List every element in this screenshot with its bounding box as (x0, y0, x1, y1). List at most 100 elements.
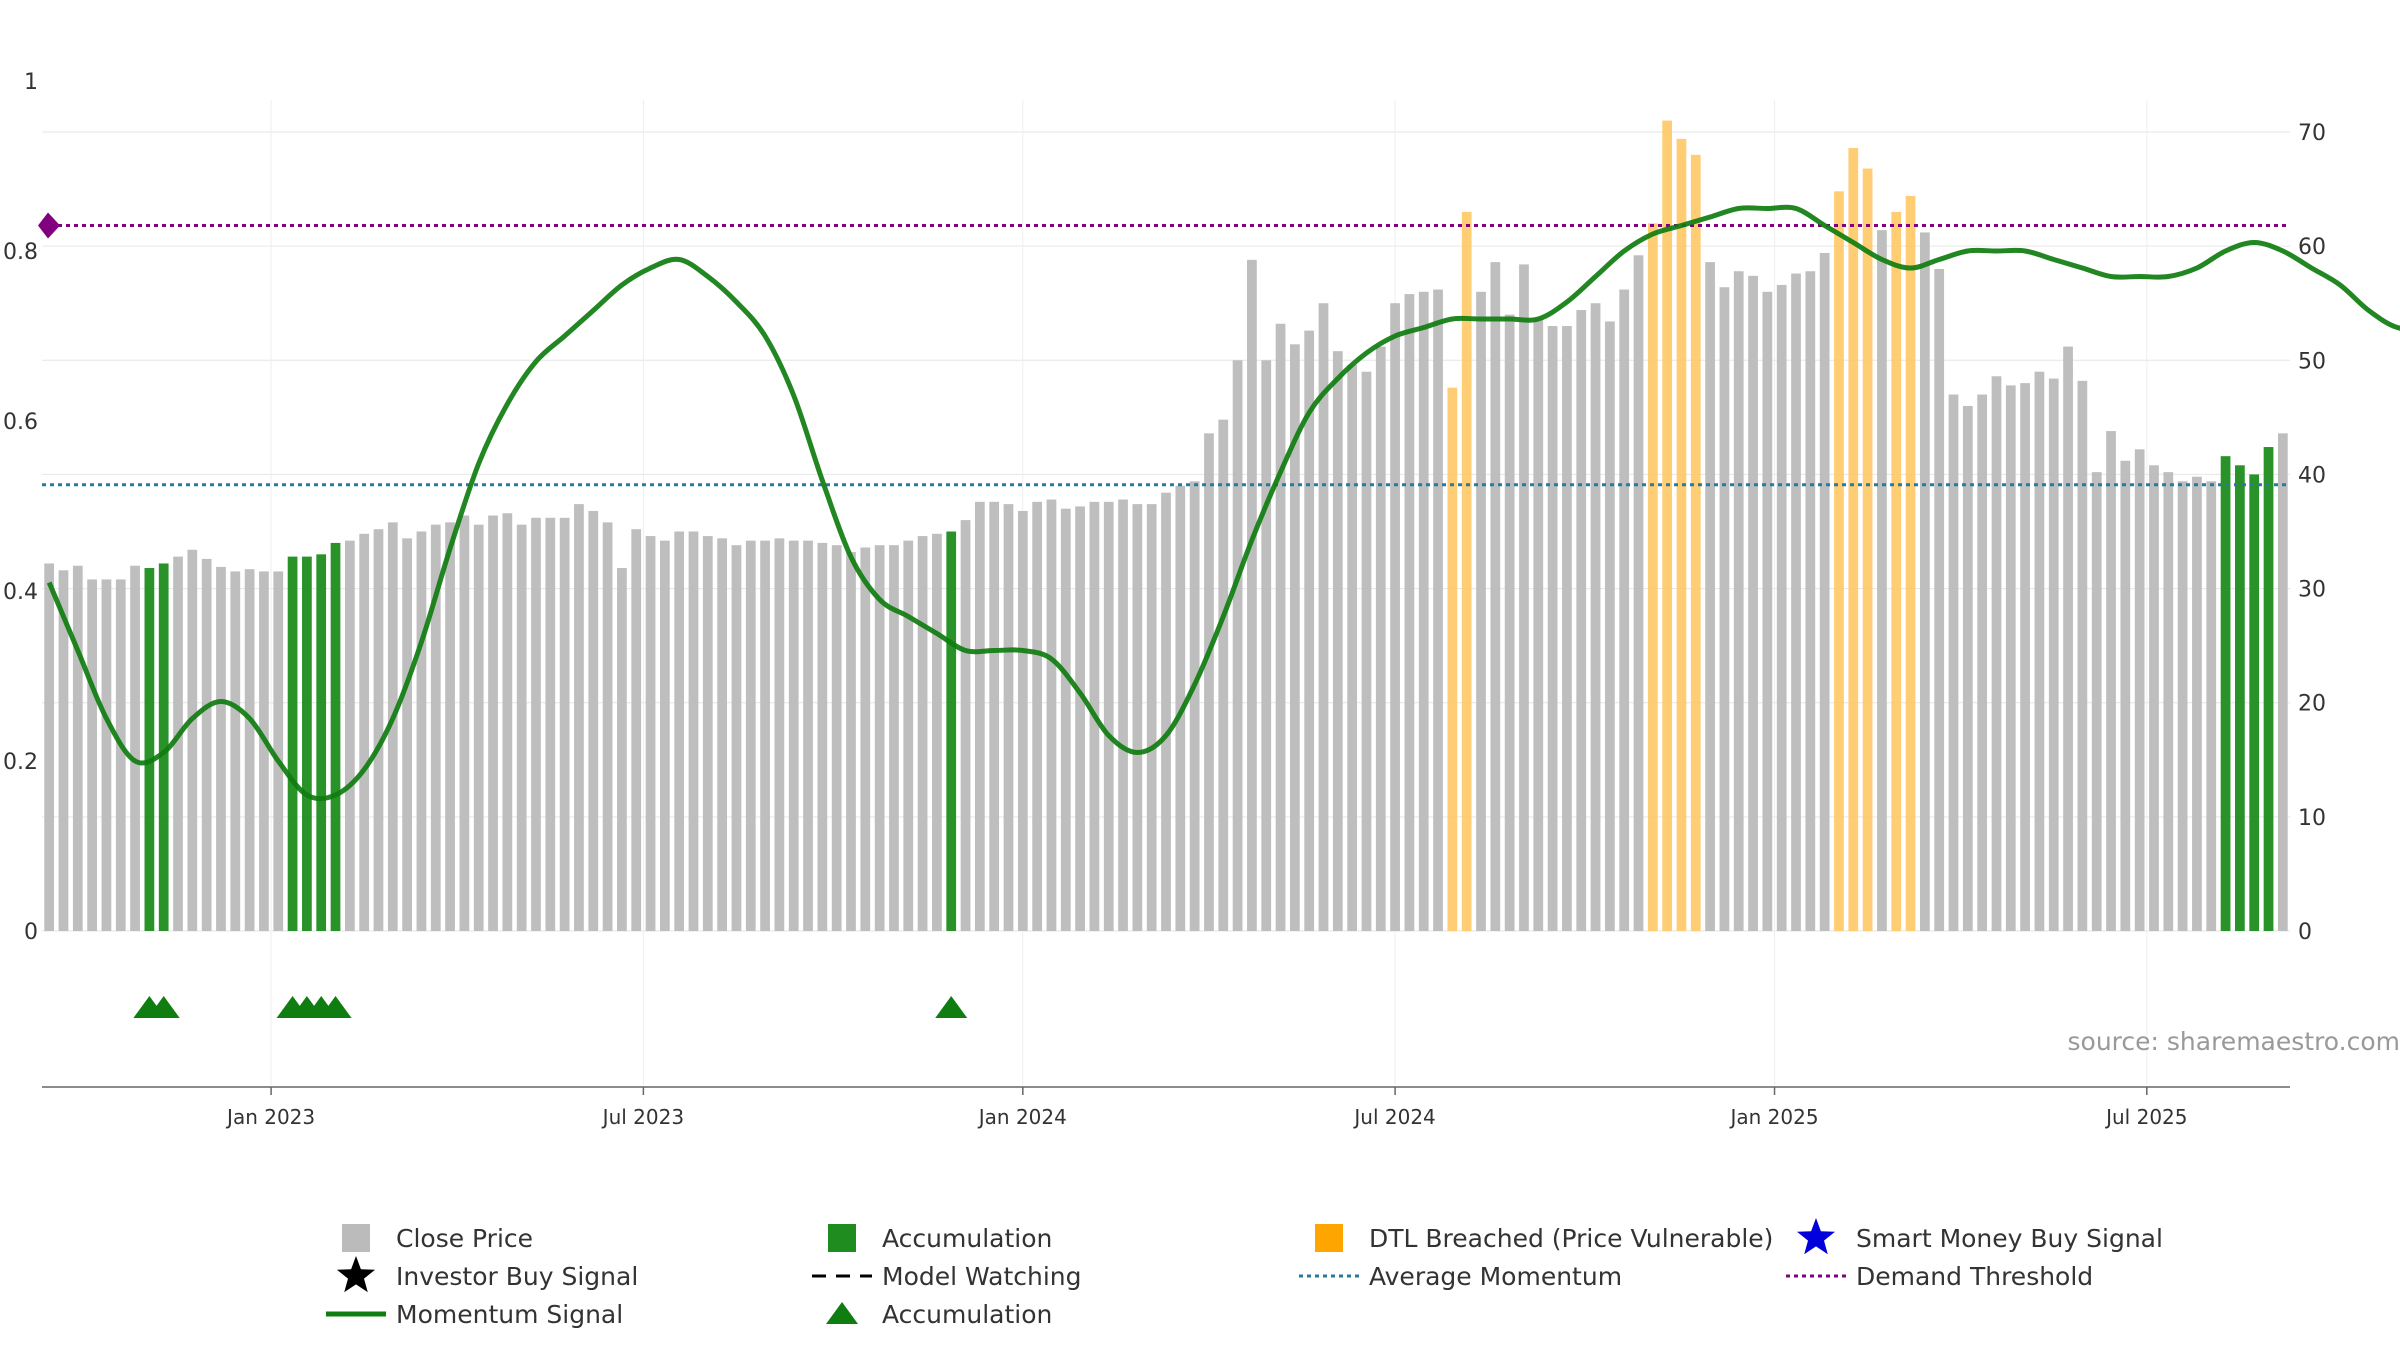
close-price-bar (2177, 481, 2188, 931)
demand-threshold-marker (38, 212, 60, 239)
y-left-tick-label: 0 (24, 920, 38, 945)
close-price-bar (1490, 262, 1501, 931)
legend-label: Close Price (396, 1224, 533, 1253)
close-price-bar (2005, 385, 2016, 931)
close-price-bar (2206, 481, 2217, 931)
legend-item: Close Price (342, 1224, 533, 1253)
close-price-bar (273, 571, 284, 931)
close-price-bar (2134, 449, 2145, 931)
close-price-bar (731, 545, 742, 931)
close-price-bar (1247, 259, 1257, 932)
close-price-bar (259, 571, 269, 931)
x-tick-label: Jul 2025 (2104, 1105, 2187, 1129)
close-price-bar (1776, 284, 1787, 931)
close-price-bar (1562, 326, 1572, 931)
dtl-breached-bar (1447, 387, 1458, 931)
accumulation-bar (330, 542, 341, 931)
close-price-bar (2091, 472, 2102, 931)
close-price-bar (2163, 472, 2174, 931)
close-price-bar (1390, 303, 1400, 931)
y-left-tick-label: 0.4 (3, 580, 38, 605)
close-price-bar (1762, 291, 1773, 931)
y-right-tick-label: 70 (2298, 121, 2326, 146)
close-price-bar (1361, 371, 1372, 931)
close-price-bar (531, 517, 541, 931)
close-price-bar (1232, 360, 1243, 931)
close-price-bar (502, 513, 513, 931)
dtl-breached-bar (1662, 120, 1673, 932)
momentum-signal-path (46, 204, 2400, 802)
accumulation-bar (144, 568, 155, 931)
close-price-bars (44, 120, 2288, 932)
close-price-bar (717, 538, 727, 931)
close-price-bar (774, 538, 785, 931)
close-price-bar (932, 533, 942, 931)
close-price-bar (1977, 394, 1988, 931)
accumulation-triangle (147, 996, 180, 1018)
close-price-bar (1332, 351, 1343, 931)
y-right-tick-label: 20 (2298, 692, 2326, 717)
close-price-bar (1218, 419, 1229, 931)
legend-star-icon (337, 1256, 375, 1293)
x-tick-label: Jul 2023 (601, 1105, 684, 1129)
close-price-bar (659, 540, 670, 931)
close-price-bar (173, 556, 183, 931)
close-price-bar (574, 504, 584, 931)
accumulation-triangle (319, 996, 352, 1018)
close-price-bar (216, 566, 226, 931)
close-price-bar (846, 552, 856, 931)
dtl-breached-bar (1676, 138, 1687, 931)
close-price-bar (1547, 326, 1558, 931)
close-price-bar (903, 540, 914, 931)
legend-item: Momentum Signal (326, 1300, 623, 1329)
close-price-bar (1289, 344, 1300, 931)
x-tick-label: Jul 2024 (1352, 1105, 1435, 1129)
close-price-bar (1476, 291, 1486, 931)
close-price-bar (445, 522, 455, 931)
close-price-bar (2034, 371, 2045, 931)
close-price-bar (1633, 255, 1644, 931)
close-price-bar (860, 547, 871, 931)
close-price-bar (115, 579, 126, 931)
dtl-breached-bar (1461, 211, 1472, 931)
close-price-bar (917, 536, 928, 931)
close-price-bar (974, 501, 985, 931)
close-price-bar (1748, 275, 1758, 931)
close-price-bar (559, 517, 570, 931)
accumulation-bar (946, 531, 957, 931)
close-price-bar (688, 531, 699, 931)
close-price-bar (1433, 289, 1443, 931)
legend-item: Smart Money Buy Signal (1797, 1218, 2163, 1255)
close-price-bar (1304, 330, 1315, 931)
close-price-bar (602, 522, 613, 931)
legend-label: Model Watching (882, 1262, 1082, 1291)
close-price-bar (1533, 319, 1544, 931)
tick-labels: Jan 2023 Jul 2023 Jan 2024 Jul 2024 Jan 2025… (3, 70, 2326, 1129)
close-price-bar (889, 545, 899, 931)
y-right-tick-label: 10 (2298, 806, 2326, 831)
close-price-bar (244, 569, 255, 931)
legend-item: DTL Breached (Price Vulnerable) (1315, 1224, 1773, 1253)
close-price-bar (1103, 501, 1114, 931)
legend-triangle-icon (826, 1302, 858, 1324)
legend-square-icon (828, 1224, 856, 1252)
legend-item: Demand Threshold (1786, 1262, 2093, 1291)
close-price-bar (58, 570, 69, 931)
dtl-breached-bar (1891, 211, 1902, 931)
close-price-bar (1189, 481, 1200, 931)
close-price-bar (516, 524, 527, 931)
close-price-bar (2120, 460, 2131, 931)
accumulation-bar (158, 563, 169, 931)
legend-label: Investor Buy Signal (396, 1262, 638, 1291)
close-price-bar (373, 529, 384, 931)
close-price-bar (588, 510, 599, 931)
x-tick-label: Jan 2023 (225, 1105, 315, 1129)
close-price-bar (87, 579, 97, 931)
close-price-bar (1418, 291, 1429, 931)
accumulation-bar (2263, 447, 2274, 931)
source-label: source: sharemaestro.com (2068, 1027, 2400, 1056)
legend-label: DTL Breached (Price Vulnerable) (1369, 1224, 1773, 1253)
close-price-bar (2048, 378, 2059, 931)
close-price-bar (2149, 465, 2159, 931)
close-price-bar (1375, 346, 1386, 931)
